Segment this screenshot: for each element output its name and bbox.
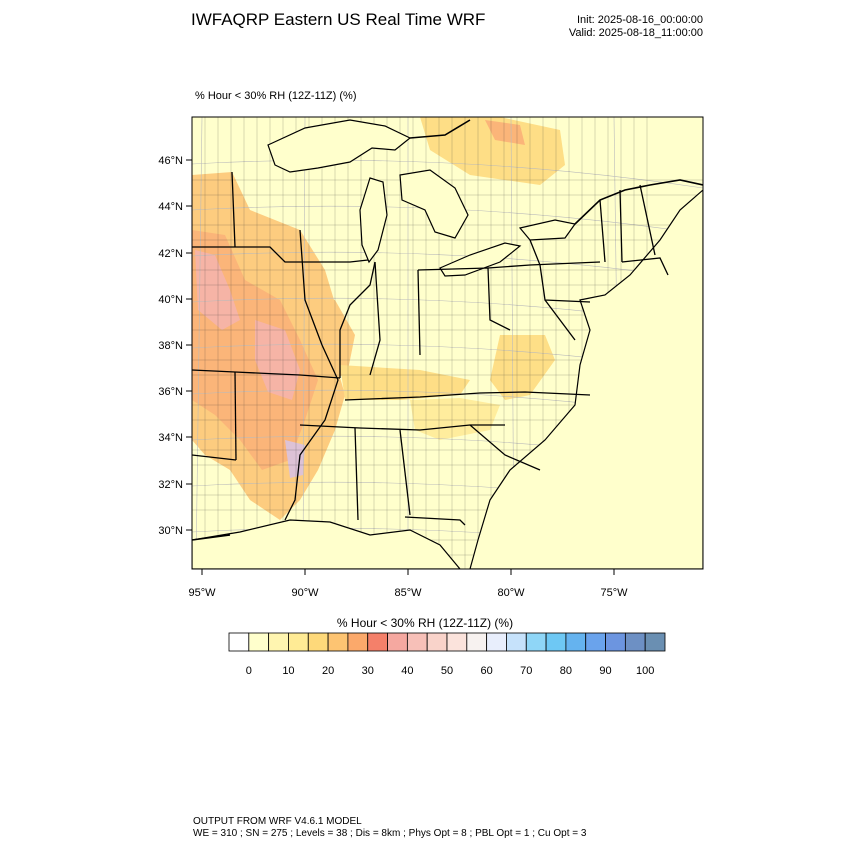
field-kentucky <box>340 365 470 400</box>
lat-label: 44°N <box>158 201 183 213</box>
field-pink-3 <box>285 440 305 478</box>
footer-model: OUTPUT FROM WRF V4.6.1 MODEL <box>193 816 362 827</box>
colorbar-swatch <box>624 632 646 652</box>
lon-label: 95°W <box>188 587 216 599</box>
colorbar-labels: 0 10 20 30 40 50 60 70 80 90 100 <box>246 665 655 677</box>
colorbar-tick-label: 70 <box>520 665 532 677</box>
colorbar-swatch <box>644 632 666 652</box>
colorbar-swatch <box>466 632 488 652</box>
colorbar-tick-label: 60 <box>481 665 493 677</box>
field-canada-2 <box>485 120 525 145</box>
colorbar-swatch <box>426 632 448 652</box>
colorbar-swatch <box>486 632 507 652</box>
lake-huron <box>399 169 469 239</box>
colorbar-swatch <box>565 632 587 652</box>
init-time: Init: 2025-08-16_00:00:00 <box>577 14 703 26</box>
valid-time: Valid: 2025-08-18_11:00:00 <box>568 27 703 39</box>
lat-label: 40°N <box>158 294 183 306</box>
colorbar-tick-label: 100 <box>636 665 654 677</box>
lake-superior <box>267 119 412 173</box>
colorbar-tick-label: 20 <box>322 665 334 677</box>
colorbar-swatch <box>406 632 428 652</box>
coastlines <box>192 119 703 541</box>
footer-config: WE = 310 ; SN = 275 ; Levels = 38 ; Dis … <box>193 828 587 839</box>
lat-label: 42°N <box>158 248 183 260</box>
map-frame <box>191 116 704 570</box>
state-borders <box>192 171 669 526</box>
lat-labels: 46°N 44°N 42°N 40°N 38°N 36°N 34°N 32°N … <box>158 155 183 537</box>
atlantic-ocean <box>469 189 703 569</box>
lat-ticks <box>186 159 192 531</box>
colorbar-swatch <box>525 632 547 652</box>
lake-ontario <box>518 219 577 241</box>
colorbar-title: % Hour < 30% RH (12Z-11Z) (%) <box>336 616 514 630</box>
lat-label: 36°N <box>158 386 183 398</box>
lake-michigan <box>359 177 388 264</box>
field-virginia <box>490 335 555 400</box>
colorbar-swatch <box>347 632 369 652</box>
water-bodies <box>192 119 703 569</box>
colorbar-tick-label: 30 <box>362 665 374 677</box>
colorbar-tick-label: 10 <box>282 665 294 677</box>
colorbar-swatch <box>228 632 250 652</box>
field-appalachia <box>410 398 500 440</box>
lon-ticks <box>201 569 615 575</box>
colorbar-swatch <box>605 632 626 652</box>
colorbar-tick-label: 50 <box>441 665 453 677</box>
colorbar-swatch <box>446 632 468 652</box>
colorbar-swatch <box>327 632 349 652</box>
main-title: IWFAQRP Eastern US Real Time WRF <box>191 10 486 29</box>
plot-subtitle: % Hour < 30% RH (12Z-11Z) (%) <box>195 90 357 102</box>
lon-label: 80°W <box>497 587 525 599</box>
lat-label: 46°N <box>158 155 183 167</box>
lat-label: 34°N <box>158 432 183 444</box>
lat-label: 38°N <box>158 340 183 352</box>
field-illinois <box>300 295 355 385</box>
lon-label: 85°W <box>394 587 422 599</box>
colorbar-tick-label: 90 <box>599 665 611 677</box>
lon-labels: 95°W 90°W 85°W 80°W 75°W <box>188 587 628 599</box>
colorbar-tick-label: 0 <box>246 665 252 677</box>
colorbar-swatch <box>585 632 606 652</box>
lake-erie <box>439 242 522 277</box>
colorbar-swatch <box>545 632 567 652</box>
colorbar-swatch <box>288 632 309 652</box>
colorbar-swatch <box>367 632 388 652</box>
lat-label: 32°N <box>158 479 183 491</box>
colorbar-swatch <box>248 632 270 652</box>
lon-label: 75°W <box>600 587 628 599</box>
gulf-of-mexico <box>192 519 461 569</box>
lat-label: 30°N <box>158 525 183 537</box>
colorbar-swatch <box>506 632 527 652</box>
colorbar <box>228 632 666 652</box>
colorbar-tick-label: 80 <box>560 665 572 677</box>
colorbar-tick-label: 40 <box>401 665 413 677</box>
colorbar-swatch <box>268 632 289 652</box>
colorbar-swatch <box>387 632 408 652</box>
colorbar-swatch <box>307 632 329 652</box>
lon-label: 90°W <box>291 587 319 599</box>
